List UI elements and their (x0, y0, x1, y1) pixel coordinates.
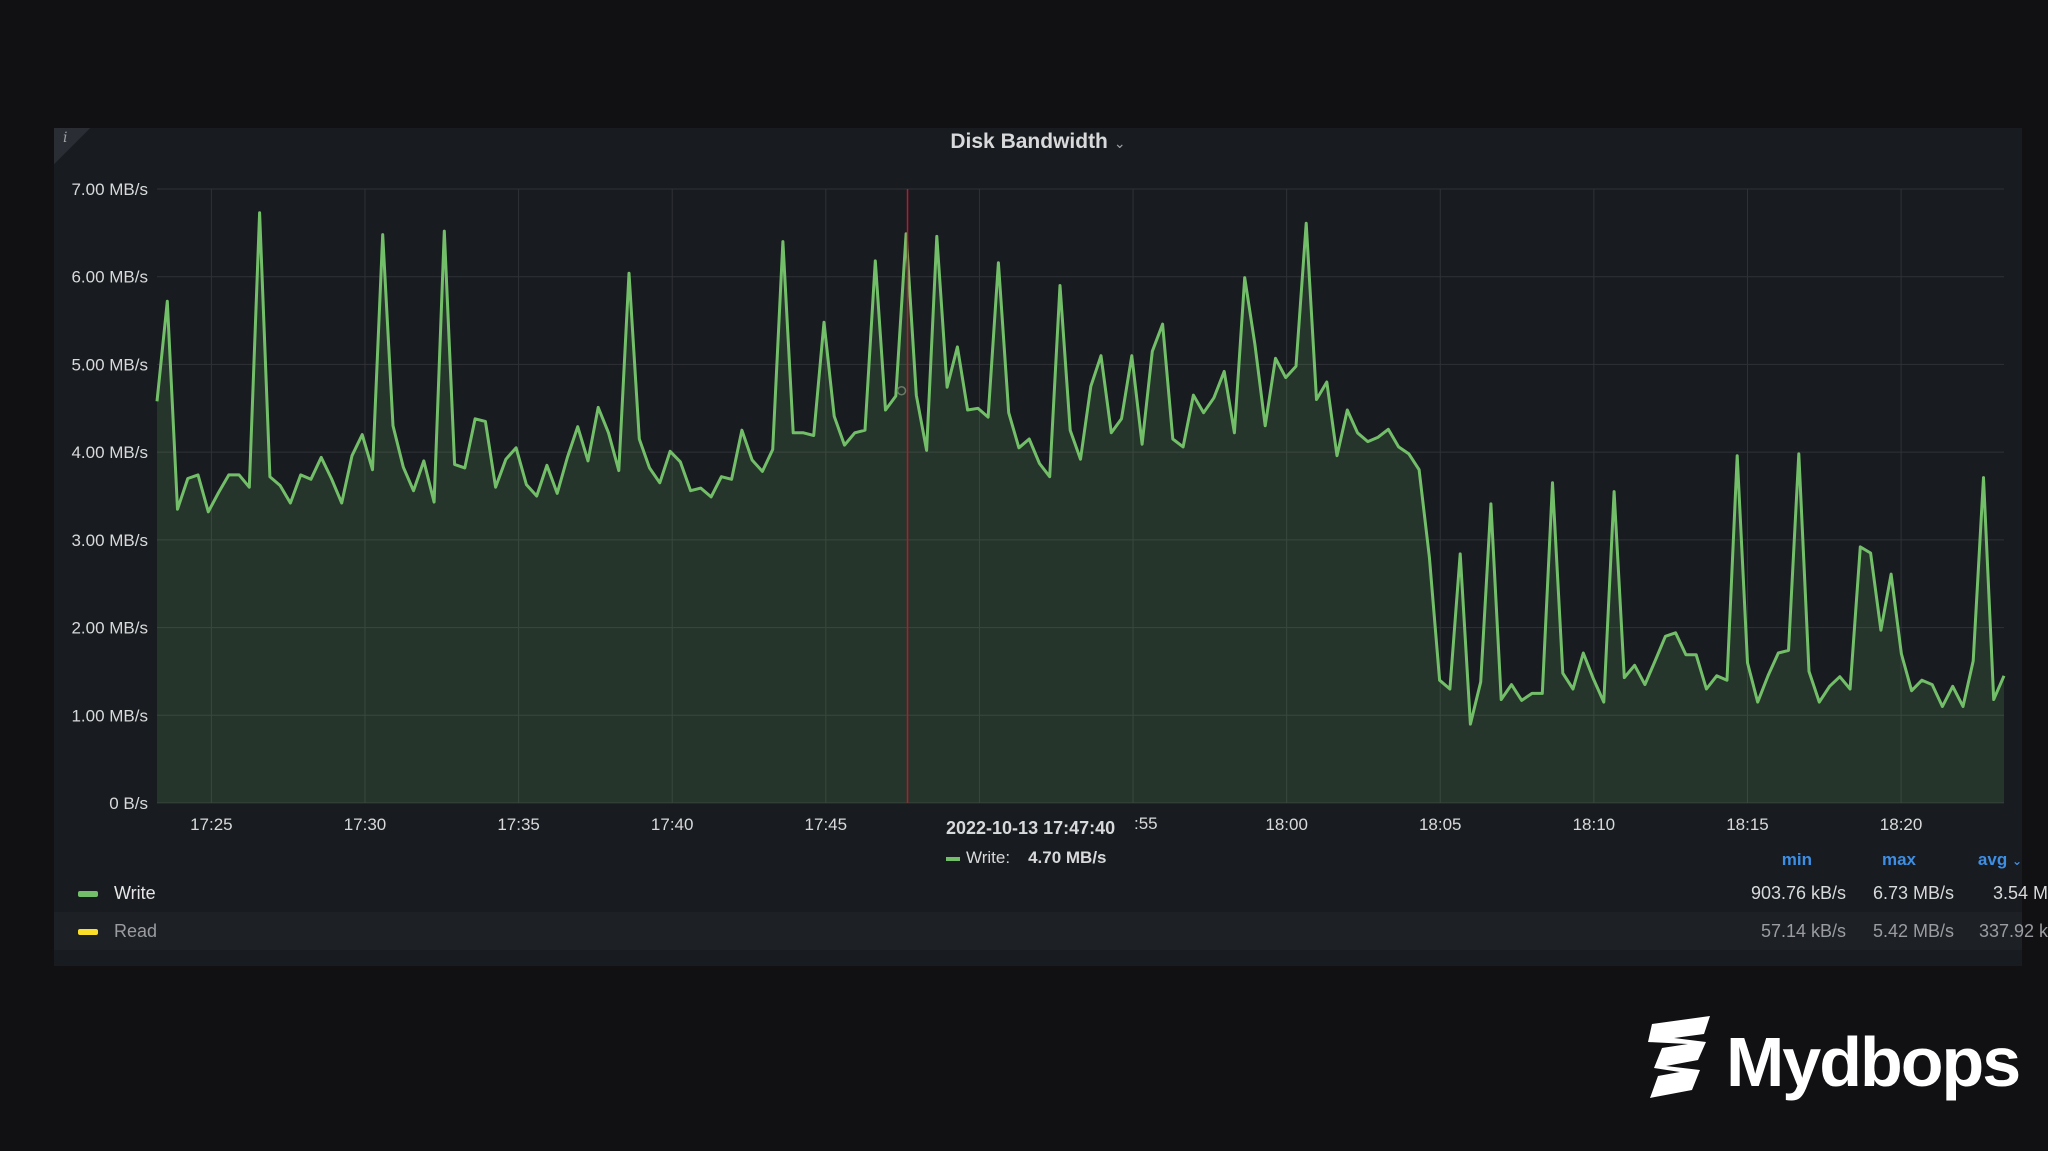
legend-row-write[interactable]: Write 903.76 kB/s 6.73 MB/s 3.54 MB/s (54, 874, 2048, 912)
x-tick-label: 17:45 (805, 815, 848, 834)
chevron-down-icon[interactable]: ⌄ (2011, 854, 2022, 868)
tooltip-swatch (946, 856, 960, 861)
chevron-down-icon[interactable]: ⌄ (1113, 135, 1126, 151)
y-tick-label: 4.00 MB/s (71, 443, 148, 462)
mydbops-logo: Mydbops (1644, 1012, 2024, 1112)
x-tick-label: 18:20 (1880, 815, 1923, 834)
x-axis-labels: 17:25 17:30 17:35 17:40 17:45 18:00 18:05 18:10… (190, 815, 1922, 834)
hover-cursor-point (896, 385, 907, 396)
x-tick-label: 17:35 (497, 815, 540, 834)
hover-tooltip: 2022-10-13 17:47:40 Write: 4.70 MB/s (904, 804, 1154, 876)
legend-swatch-write (78, 891, 98, 897)
legend-name[interactable]: Write (114, 883, 156, 903)
info-icon[interactable]: i (63, 130, 68, 146)
x-tick-label: 18:05 (1419, 815, 1462, 834)
mydbops-logo-icon (1648, 1016, 1710, 1098)
y-tick-label: 7.00 MB/s (71, 180, 148, 199)
tooltip-row: Write: 4.70 MB/s (946, 848, 1107, 868)
legend-swatch-read (78, 929, 98, 935)
legend-avg: 337.92 kB/s (1978, 921, 2048, 941)
y-tick-label: 3.00 MB/s (71, 531, 148, 550)
x-tick-label: 18:10 (1573, 815, 1616, 834)
x-tick-label: 17:25 (190, 815, 233, 834)
y-tick-label: 1.00 MB/s (71, 706, 148, 725)
y-axis-labels: 0 B/s 1.00 MB/s 2.00 MB/s 3.00 MB/s 4.00 MB/… (71, 180, 148, 813)
tooltip-value: 4.70 MB/s (1028, 848, 1107, 867)
panel-title-text[interactable]: Disk Bandwidth (950, 130, 1108, 153)
x-tick-label: 18:00 (1265, 815, 1308, 834)
tooltip-series-name: Write: (966, 848, 1011, 867)
legend-row-read[interactable]: Read 57.14 kB/s 5.42 MB/s 337.92 kB/s (54, 912, 2048, 950)
y-tick-label: 5.00 MB/s (71, 355, 148, 374)
y-tick-label: 2.00 MB/s (71, 619, 148, 638)
legend-header-min[interactable]: min (1781, 850, 1812, 869)
legend-avg: 3.54 MB/s (1992, 883, 2048, 903)
x-tick-label: 17:40 (651, 815, 694, 834)
x-tick-label: 17:30 (344, 815, 387, 834)
y-tick-label: 0 B/s (109, 794, 148, 813)
legend-table: min max avg ⌄ Write 903.76 kB/s 6.73 MB/… (54, 842, 2048, 966)
panel-title[interactable]: Disk Bandwidth ⌄ (54, 130, 2022, 154)
legend-name[interactable]: Read (114, 921, 158, 941)
tooltip-time: 2022-10-13 17:47:40 (946, 818, 1116, 838)
x-tick-partial: :55 (1134, 814, 1158, 833)
write-series-line (155, 211, 2006, 726)
write-series-area (157, 212, 2004, 803)
legend-min: 903.76 kB/s (1750, 883, 1846, 903)
legend-max: 6.73 MB/s (1872, 883, 1954, 903)
y-tick-label: 6.00 MB/s (71, 268, 148, 287)
legend-header-max[interactable]: max (1881, 850, 1916, 869)
brand-name: Mydbops (1726, 1023, 2021, 1101)
legend-min: 57.14 kB/s (1760, 921, 1846, 941)
legend-max: 5.42 MB/s (1872, 921, 1954, 941)
legend-header-avg[interactable]: avg ⌄ (1954, 850, 2022, 870)
x-tick-label: 18:15 (1726, 815, 1769, 834)
panel-info-corner[interactable]: i (54, 128, 90, 164)
legend-header-avg-text[interactable]: avg (1977, 850, 2008, 869)
